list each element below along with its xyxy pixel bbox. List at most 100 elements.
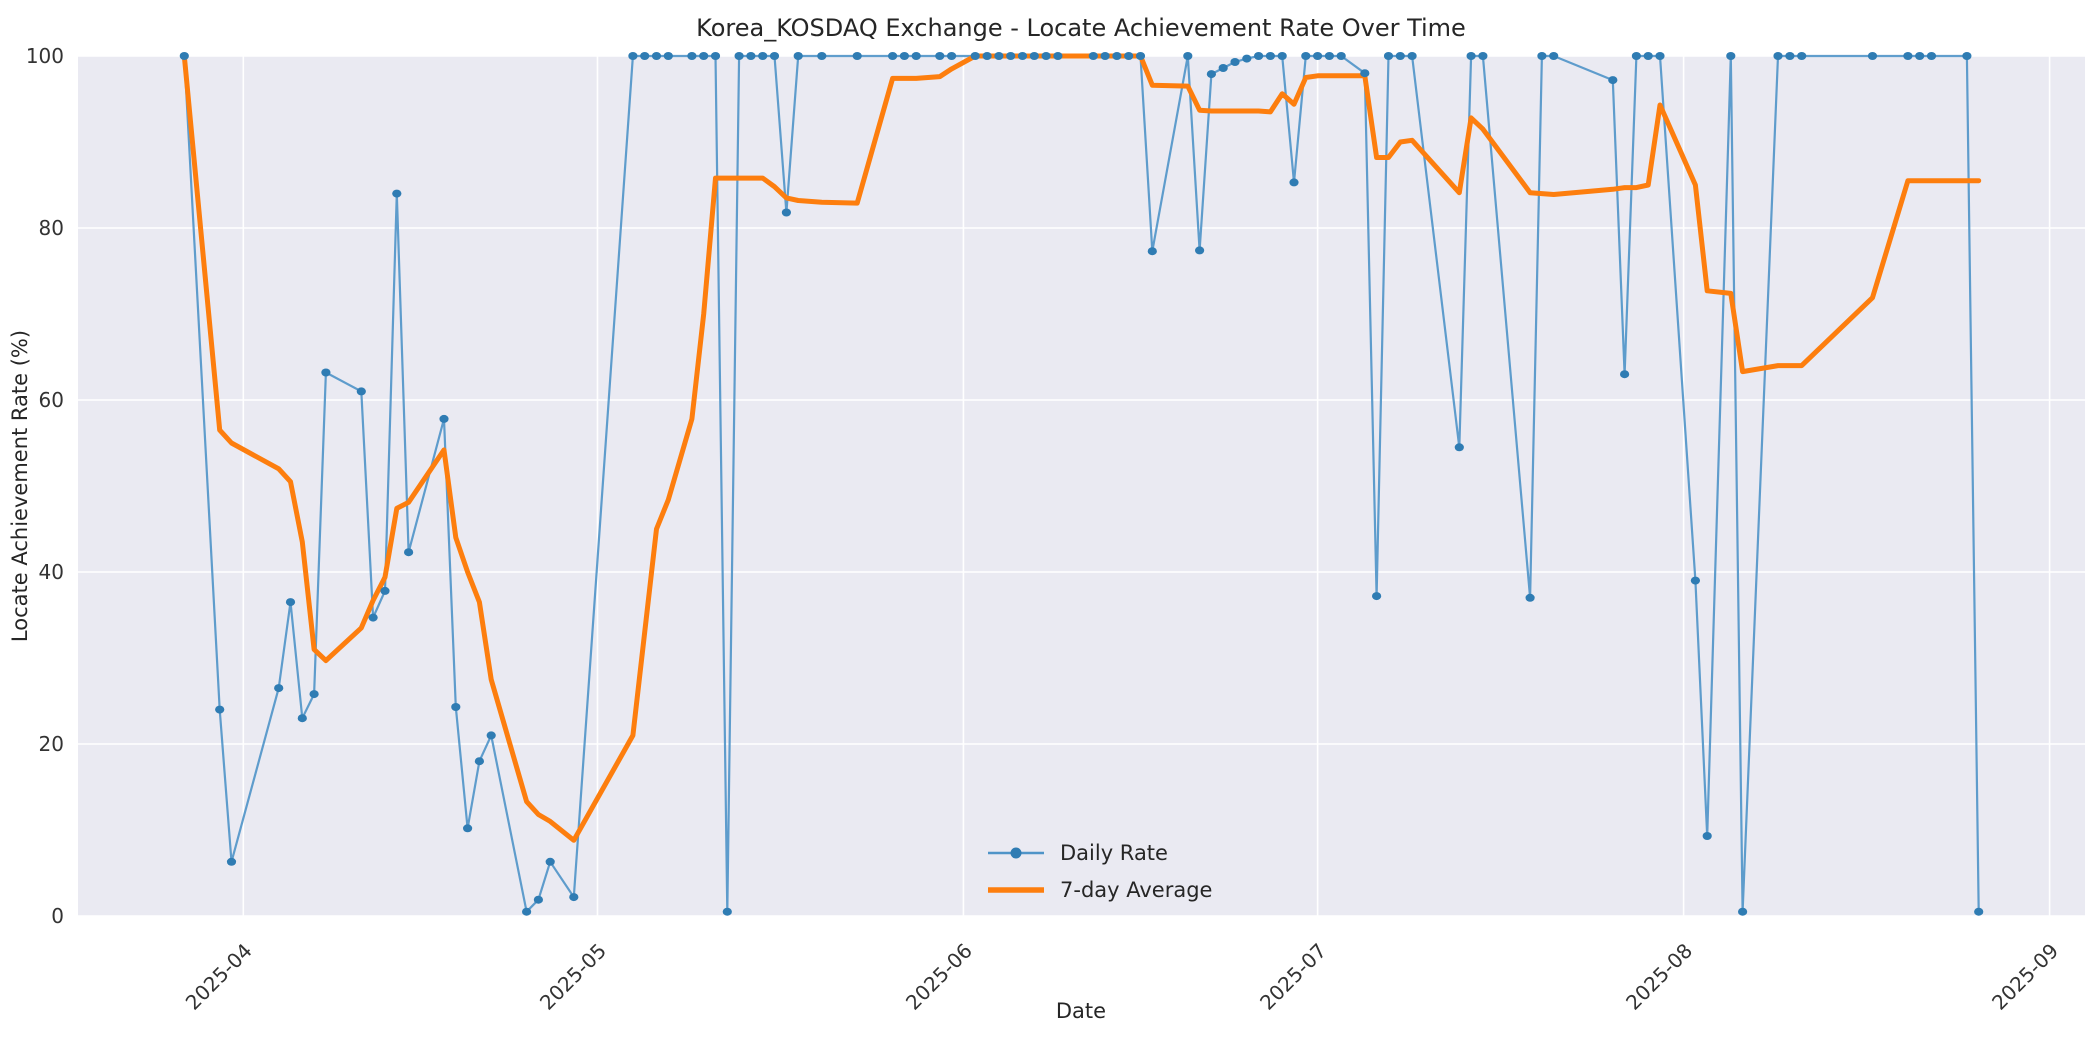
- daily-rate-marker: [545, 857, 555, 866]
- series-layer: [179, 52, 1984, 916]
- daily-rate-marker: [994, 52, 1004, 60]
- daily-rate-marker: [1206, 70, 1216, 79]
- y-axis-label: Locate Achievement Rate (%): [8, 330, 32, 642]
- daily-rate-marker: [734, 52, 744, 60]
- daily-rate-marker: [274, 684, 284, 693]
- daily-rate-marker: [486, 731, 496, 740]
- chart-title: Korea_KOSDAQ Exchange - Locate Achieveme…: [696, 14, 1466, 42]
- x-tick-label: 2025-08: [1621, 939, 1697, 1015]
- daily-rate-marker: [1537, 52, 1547, 60]
- daily-rate-marker: [758, 52, 768, 60]
- plot-area: [78, 56, 2085, 916]
- daily-rate-marker: [1466, 52, 1476, 60]
- daily-rate-marker: [1797, 52, 1807, 60]
- daily-rate-marker: [1254, 52, 1264, 60]
- daily-rate-marker: [1265, 52, 1275, 60]
- daily-rate-marker: [793, 52, 803, 60]
- daily-rate-marker: [533, 895, 544, 904]
- daily-rate-marker: [1655, 52, 1665, 60]
- y-tick-label: 60: [39, 388, 64, 412]
- daily-rate-marker: [982, 52, 992, 60]
- daily-rate-marker: [687, 52, 697, 60]
- daily-rate-marker: [297, 714, 307, 723]
- daily-rate-marker: [852, 52, 862, 60]
- daily-rate-marker: [1336, 52, 1346, 60]
- daily-rate-marker: [651, 52, 662, 60]
- daily-rate-marker: [179, 52, 189, 60]
- legend-label-daily-rate: Daily Rate: [1060, 841, 1168, 865]
- daily-rate-marker: [1974, 907, 1984, 916]
- daily-rate-marker: [404, 548, 414, 557]
- daily-rate-marker: [1454, 443, 1464, 452]
- daily-rate-marker: [1053, 52, 1063, 60]
- x-tick-label: 2025-04: [181, 939, 257, 1015]
- legend-label-7day-average: 7-day Average: [1060, 878, 1212, 902]
- daily-rate-marker: [1773, 52, 1783, 60]
- y-tick-label: 20: [39, 732, 64, 756]
- daily-rate-marker: [935, 52, 945, 60]
- daily-rate-marker: [1289, 178, 1299, 187]
- y-tick-label: 40: [39, 560, 64, 584]
- daily-rate-marker: [1124, 52, 1134, 60]
- x-axis-label: Date: [1056, 999, 1106, 1023]
- daily-rate-marker: [1785, 52, 1795, 60]
- daily-rate-marker: [1088, 52, 1098, 60]
- daily-rate-marker: [522, 907, 532, 916]
- daily-rate-marker: [321, 368, 331, 377]
- daily-rate-marker: [1135, 52, 1146, 60]
- daily-rate-marker: [947, 52, 957, 60]
- daily-rate-marker: [1608, 76, 1618, 85]
- daily-rate-marker: [1383, 52, 1394, 60]
- daily-rate-marker: [1006, 52, 1016, 60]
- daily-rate-marker: [1702, 832, 1712, 840]
- daily-rate-marker: [1230, 58, 1240, 66]
- daily-rate-marker: [1372, 592, 1382, 601]
- daily-rate-marker: [474, 757, 484, 766]
- daily-rate-marker: [1549, 52, 1559, 60]
- seven-day-average-line: [181, 53, 1982, 843]
- daily-rate-marker: [817, 52, 827, 60]
- x-tick-label: 2025-07: [1255, 939, 1331, 1015]
- daily-rate-marker: [722, 907, 732, 916]
- x-tick-label: 2025-09: [1987, 939, 2063, 1015]
- x-tick-label: 2025-05: [535, 939, 611, 1015]
- daily-rate-marker: [1301, 52, 1311, 60]
- daily-rate-marker: [970, 52, 980, 60]
- legend: Daily Rate 7-day Average: [988, 841, 1212, 902]
- daily-rate-marker: [663, 52, 673, 60]
- daily-rate-marker: [1915, 52, 1925, 60]
- daily-rate-marker: [1478, 52, 1488, 60]
- daily-rate-marker: [1029, 52, 1039, 60]
- daily-rate-marker: [463, 824, 473, 833]
- daily-rate-marker: [1360, 69, 1370, 78]
- daily-rate-marker: [1195, 246, 1205, 255]
- daily-rate-marker: [1100, 52, 1110, 60]
- daily-rate-marker: [1313, 52, 1323, 60]
- daily-rate-marker: [1867, 52, 1878, 60]
- daily-rate-marker: [769, 52, 780, 60]
- daily-rate-marker: [1017, 52, 1028, 60]
- daily-rate-marker: [1631, 52, 1641, 60]
- daily-rate-marker: [356, 387, 366, 396]
- daily-rate-marker: [451, 703, 461, 711]
- daily-rate-marker: [226, 857, 237, 866]
- daily-rate-marker: [392, 189, 402, 198]
- daily-rate-marker: [1903, 52, 1913, 60]
- daily-rate-marker: [1620, 370, 1630, 379]
- daily-rate-marker: [1738, 907, 1748, 916]
- daily-rate-marker: [746, 52, 756, 60]
- y-tick-label: 80: [39, 216, 64, 240]
- daily-rate-marker: [1183, 52, 1193, 60]
- daily-rate-marker: [215, 705, 225, 714]
- daily-rate-marker: [309, 690, 319, 699]
- daily-rate-marker: [1726, 52, 1736, 60]
- daily-rate-marker: [1112, 52, 1122, 60]
- y-tick-label: 100: [26, 44, 64, 68]
- daily-rate-marker: [569, 893, 579, 902]
- daily-rate-marker: [1926, 52, 1937, 60]
- daily-rate-marker: [1218, 64, 1228, 72]
- daily-rate-marker: [1277, 52, 1287, 60]
- daily-rate-marker: [1407, 52, 1417, 60]
